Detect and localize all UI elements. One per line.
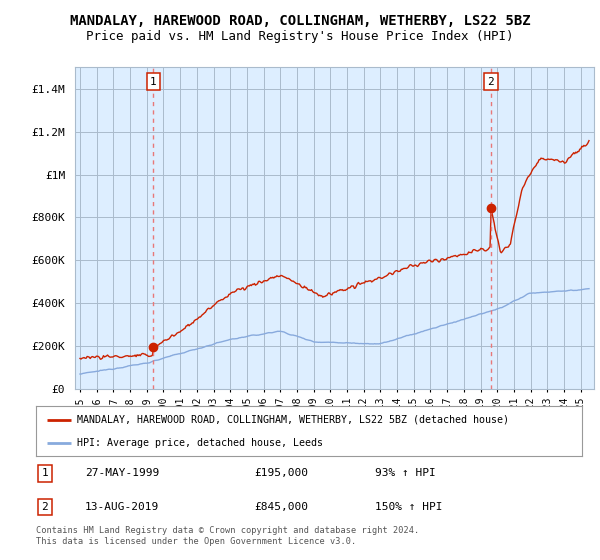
- Text: £845,000: £845,000: [254, 502, 308, 512]
- Text: 1: 1: [150, 77, 157, 87]
- Text: £195,000: £195,000: [254, 468, 308, 478]
- Text: HPI: Average price, detached house, Leeds: HPI: Average price, detached house, Leed…: [77, 438, 323, 449]
- Text: 1: 1: [41, 468, 48, 478]
- Text: 93% ↑ HPI: 93% ↑ HPI: [374, 468, 435, 478]
- Text: 2: 2: [41, 502, 48, 512]
- Text: MANDALAY, HAREWOOD ROAD, COLLINGHAM, WETHERBY, LS22 5BZ (detached house): MANDALAY, HAREWOOD ROAD, COLLINGHAM, WET…: [77, 414, 509, 424]
- Text: Contains HM Land Registry data © Crown copyright and database right 2024.
This d: Contains HM Land Registry data © Crown c…: [36, 526, 419, 546]
- Text: Price paid vs. HM Land Registry's House Price Index (HPI): Price paid vs. HM Land Registry's House …: [86, 30, 514, 43]
- Text: MANDALAY, HAREWOOD ROAD, COLLINGHAM, WETHERBY, LS22 5BZ: MANDALAY, HAREWOOD ROAD, COLLINGHAM, WET…: [70, 14, 530, 28]
- Text: 27-MAY-1999: 27-MAY-1999: [85, 468, 160, 478]
- Text: 13-AUG-2019: 13-AUG-2019: [85, 502, 160, 512]
- Text: 2: 2: [487, 77, 494, 87]
- Text: 150% ↑ HPI: 150% ↑ HPI: [374, 502, 442, 512]
